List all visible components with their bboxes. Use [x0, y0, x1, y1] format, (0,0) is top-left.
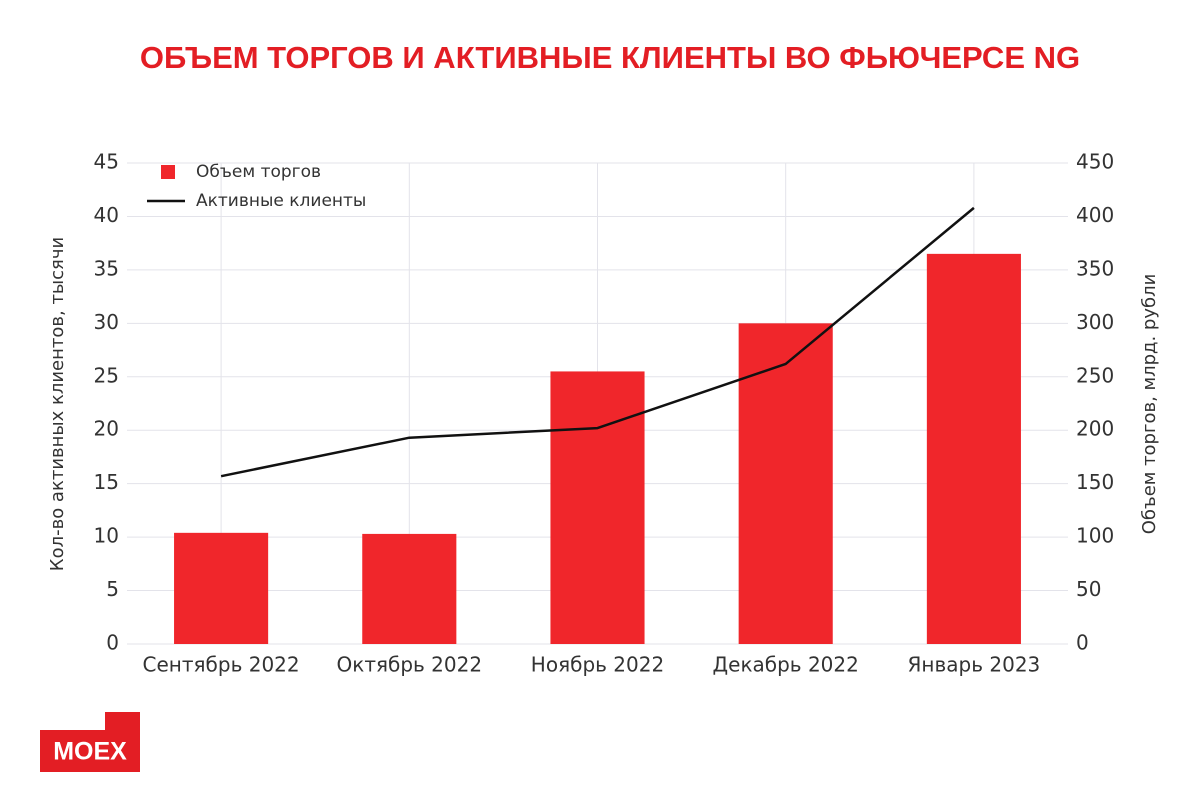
bar: [550, 371, 645, 644]
x-tick-label: Декабрь 2022: [713, 653, 859, 677]
y2-tick-label: 0: [1076, 631, 1089, 655]
logo-text: MOEX: [53, 738, 127, 766]
y-tick-label: 40: [94, 203, 119, 227]
bar: [174, 532, 269, 644]
y-tick-label: 10: [94, 524, 119, 548]
x-tick-label: Сентябрь 2022: [143, 653, 300, 677]
y-tick-label: 25: [94, 363, 119, 387]
x-tick-label: Октябрь 2022: [337, 653, 483, 677]
legend-swatch: [161, 165, 175, 179]
y-tick-label: 5: [106, 577, 119, 601]
y-tick-label: 0: [106, 631, 119, 655]
y2-tick-label: 450: [1076, 150, 1114, 174]
y2-tick-label: 400: [1076, 203, 1114, 227]
y2-tick-label: 150: [1076, 470, 1114, 494]
y2-tick-label: 250: [1076, 363, 1114, 387]
line: [220, 206, 975, 478]
y2-tick-label: 50: [1076, 577, 1101, 601]
bar: [738, 323, 833, 644]
y-tick-label: 20: [94, 417, 119, 441]
legend-label: Объем торгов: [196, 162, 321, 182]
chart-title: ОБЪЕМ ТОРГОВ И АКТИВНЫЕ КЛИЕНТЫ ВО ФЬЮЧЕ…: [140, 40, 1080, 75]
y2-axis-label: Объем торгов, млрд. рубли: [1139, 274, 1160, 535]
logo-shape: [40, 712, 140, 772]
x-tick-label: Ноябрь 2022: [531, 653, 664, 677]
bar: [362, 533, 457, 644]
y-tick-label: 35: [94, 256, 119, 280]
logo: MOEX: [40, 712, 140, 772]
y2-tick-label: 200: [1076, 417, 1114, 441]
legend-label: Активные клиенты: [196, 191, 366, 211]
y-tick-label: 15: [94, 470, 119, 494]
y2-tick-label: 100: [1076, 524, 1114, 548]
y-tick-label: 45: [94, 150, 119, 174]
x-tick-label: Январь 2023: [908, 653, 1041, 677]
y2-tick-label: 300: [1076, 310, 1114, 334]
y2-tick-label: 350: [1076, 256, 1114, 280]
bar: [926, 253, 1021, 644]
y-tick-label: 30: [94, 310, 119, 334]
y-axis-label: Кол-во активных клиентов, тысячи: [47, 237, 68, 571]
